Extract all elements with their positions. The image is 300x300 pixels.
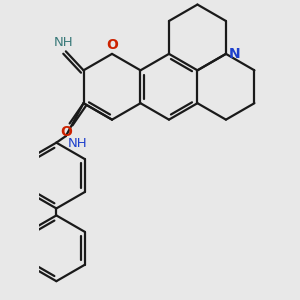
Text: NH: NH <box>53 37 73 50</box>
Text: N: N <box>229 47 240 61</box>
Text: NH: NH <box>68 137 87 150</box>
Text: O: O <box>61 125 72 139</box>
Text: O: O <box>106 38 118 52</box>
